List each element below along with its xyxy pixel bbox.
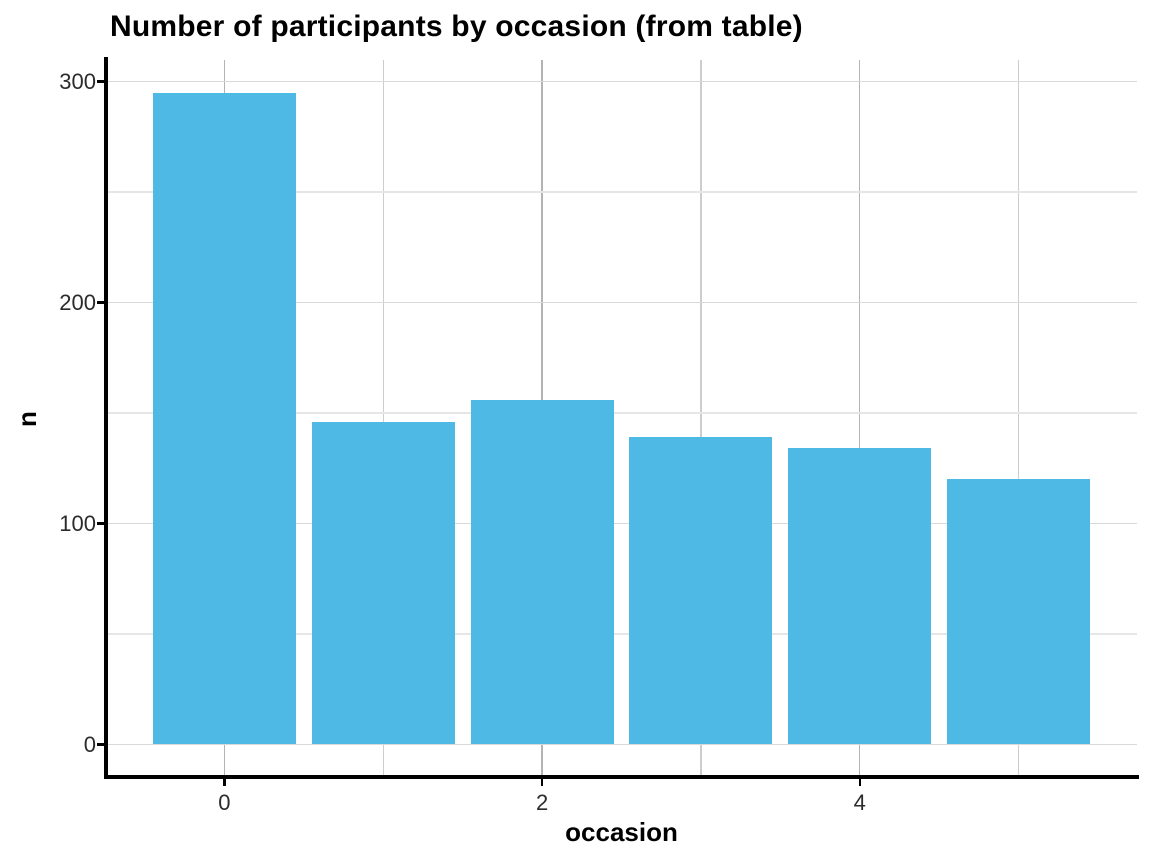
y-tick-label: 0 — [83, 731, 96, 757]
x-tick-label: 2 — [535, 790, 549, 815]
bar-occasion-3 — [629, 437, 773, 745]
x-gridline-minor — [382, 60, 384, 777]
x-gridline-minor — [700, 60, 702, 777]
chart-title: Number of participants by occasion (from… — [110, 10, 803, 43]
y-gridline-minor — [106, 633, 1137, 635]
y-gridline-minor — [106, 412, 1137, 414]
x-tick-label: 0 — [218, 790, 231, 815]
x-gridline-major — [859, 60, 861, 777]
y-axis-line — [104, 57, 108, 779]
x-tick — [858, 778, 862, 786]
y-tick — [97, 743, 106, 746]
y-gridline-major — [106, 522, 1137, 525]
y-tick-label: 200 — [59, 289, 96, 315]
x-gridline-minor — [1018, 60, 1020, 777]
x-tick-label: 4 — [853, 790, 866, 815]
y-gridline-major — [106, 80, 1137, 83]
bar-occasion-0 — [152, 92, 296, 745]
y-tick-label: 300 — [59, 69, 96, 95]
y-gridline-major — [106, 743, 1137, 746]
y-tick — [97, 522, 106, 525]
y-tick — [97, 80, 106, 83]
bar-occasion-1 — [311, 421, 455, 745]
bar-occasion-2 — [470, 399, 614, 745]
y-axis-title: n — [11, 411, 42, 427]
bar-occasion-5 — [947, 479, 1091, 745]
y-tick — [97, 301, 106, 304]
x-tick — [540, 778, 544, 786]
y-gridline-minor — [106, 191, 1137, 193]
x-tick — [223, 778, 226, 786]
x-axis-line — [104, 775, 1139, 779]
y-gridline-major — [106, 301, 1137, 304]
x-axis-title: occasion — [565, 817, 678, 847]
bar-occasion-4 — [788, 448, 932, 745]
y-tick-label: 100 — [59, 510, 96, 536]
plot-panel — [97, 57, 1139, 786]
